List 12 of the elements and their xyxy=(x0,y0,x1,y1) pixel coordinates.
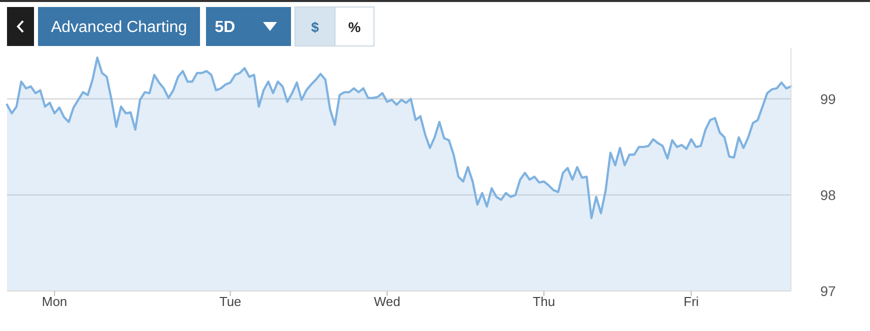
y-tick-label: 99 xyxy=(820,90,836,107)
y-tick-label: 97 xyxy=(820,283,836,299)
text: $ xyxy=(311,19,320,35)
x-tick-label: Wed xyxy=(374,294,400,309)
x-tick-label: Thu xyxy=(532,294,556,309)
text: Advanced Charting xyxy=(50,19,188,36)
text: 5D xyxy=(214,19,236,36)
x-tick-label: Mon xyxy=(42,294,68,309)
x-tick-label: Tue xyxy=(219,294,242,309)
x-tick-label: Fri xyxy=(684,294,699,309)
text: % xyxy=(348,19,362,35)
y-tick-label: 98 xyxy=(820,186,836,203)
